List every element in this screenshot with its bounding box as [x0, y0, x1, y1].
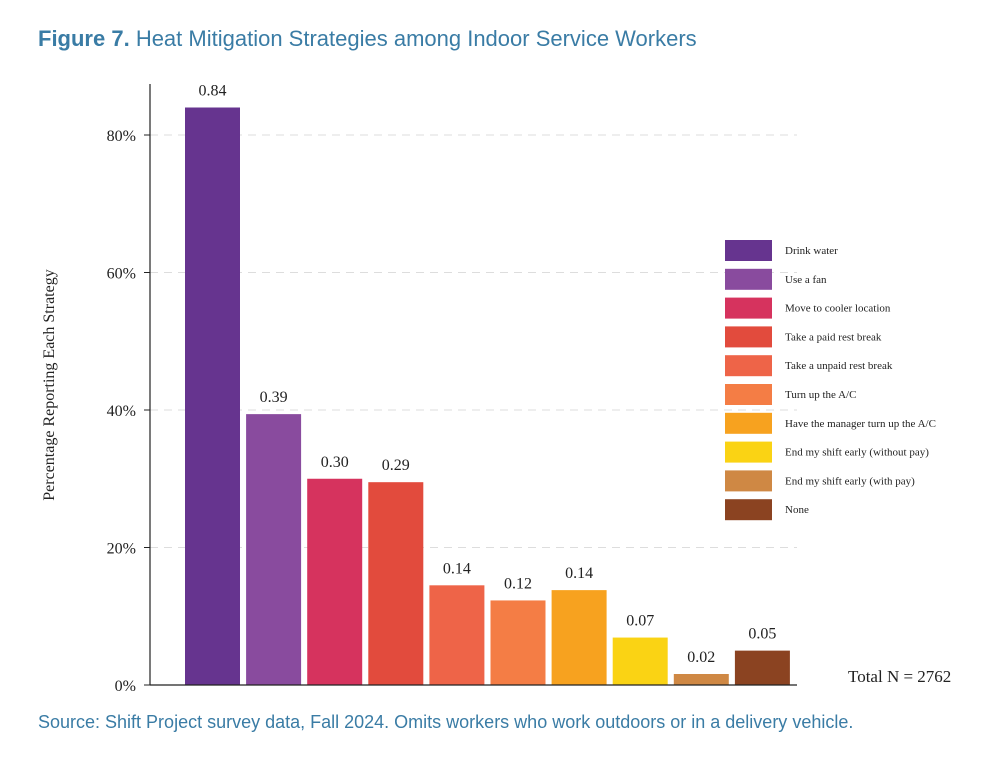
data-label: 0.14 [443, 560, 471, 577]
legend-label: End my shift early (with pay) [785, 475, 915, 487]
legend-label: Have the manager turn up the A/C [785, 418, 936, 430]
y-axis-label: Percentage Reporting Each Strategy [41, 269, 58, 501]
data-label: 0.02 [687, 649, 715, 666]
legend-label: End my shift early (without pay) [785, 447, 929, 459]
bar-6 [490, 600, 546, 685]
legend-label: None [785, 504, 809, 516]
y-tick-label: 40% [107, 403, 136, 420]
legend-label: Move to cooler location [785, 303, 891, 315]
legend-swatch [725, 470, 772, 492]
data-label: 0.05 [748, 626, 776, 643]
legend-label: Turn up the A/C [785, 389, 856, 401]
data-label: 0.29 [382, 457, 410, 474]
source-note: Source: Shift Project survey data, Fall … [38, 712, 854, 732]
total-n-label: Total N = 2762 [848, 667, 952, 686]
data-label: 0.14 [565, 565, 593, 582]
figure-title-text: Heat Mitigation Strategies among Indoor … [135, 26, 697, 51]
bar-7 [551, 590, 607, 685]
legend-label: Take a unpaid rest break [785, 360, 893, 372]
legend-swatch [725, 441, 772, 463]
legend-swatch [725, 240, 772, 261]
legend-label: Take a paid rest break [785, 331, 882, 343]
y-tick-label: 0% [115, 678, 136, 695]
bar-5 [429, 585, 485, 685]
y-tick-label: 80% [107, 128, 136, 145]
bar-1 [185, 107, 240, 685]
legend-swatch [725, 326, 772, 348]
legend-swatch [725, 412, 772, 434]
bar-2 [246, 414, 302, 685]
bar-3 [307, 478, 363, 685]
legend-swatch [725, 355, 772, 377]
y-tick-label: 60% [107, 266, 136, 283]
figure-number: Figure 7. [38, 26, 130, 51]
y-tick-label: 20% [107, 541, 136, 558]
legend-swatch [725, 297, 772, 319]
bar-10 [734, 650, 790, 685]
legend-label: Use a fan [785, 274, 827, 286]
figure-title: Figure 7. Heat Mitigation Strategies amo… [38, 26, 697, 52]
data-label: 0.07 [626, 613, 654, 630]
legend-swatch [725, 499, 772, 521]
legend-swatch [725, 268, 772, 290]
legend-label: Drink water [785, 245, 838, 257]
legend-swatch [725, 384, 772, 405]
data-label: 0.12 [504, 575, 532, 592]
data-label: 0.39 [260, 389, 288, 406]
bar-8 [612, 637, 668, 685]
data-label: 0.84 [199, 83, 227, 100]
data-label: 0.30 [321, 454, 349, 471]
bar-4 [368, 482, 424, 685]
bar-9 [673, 674, 729, 685]
